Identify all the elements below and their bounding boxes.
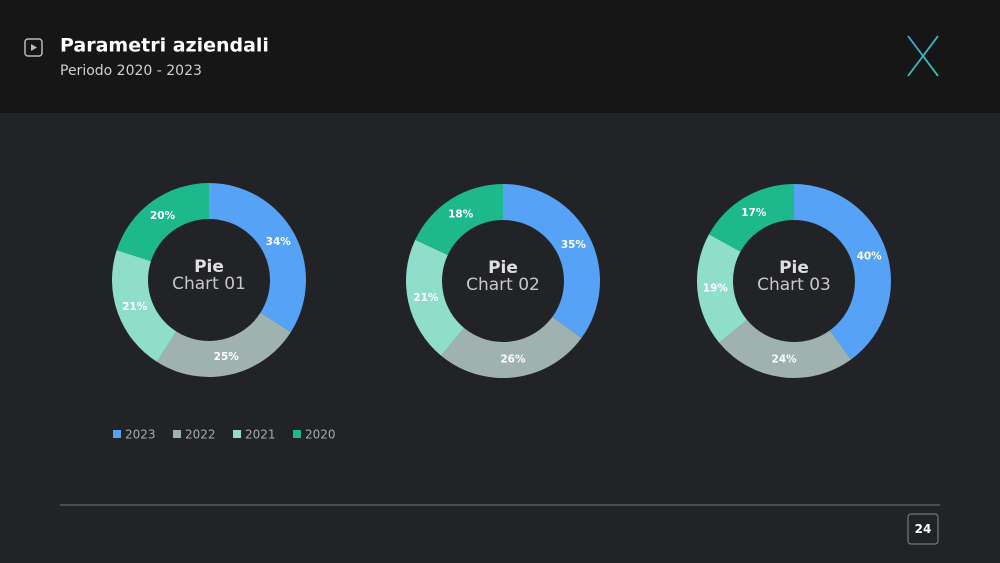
play-icon [24, 38, 43, 57]
data-label: 26% [500, 353, 526, 365]
header-title: Parametri aziendali [60, 35, 269, 57]
donut-segment [415, 184, 503, 256]
legend-swatch [293, 430, 301, 438]
legend-label: 2023 [125, 428, 156, 442]
data-label: 24% [772, 353, 798, 365]
donut-title: Pie [779, 258, 809, 278]
donut-title: Pie [488, 258, 518, 278]
logo [907, 35, 939, 77]
donut-segment [441, 316, 582, 378]
donut-segment [209, 183, 306, 332]
data-label: 17% [741, 207, 767, 219]
data-label: 40% [857, 251, 883, 263]
donut-segment [794, 184, 892, 360]
header-subtitle: Periodo 2020 - 2023 [60, 63, 202, 79]
legend-swatch [233, 430, 241, 438]
data-label: 19% [703, 282, 729, 294]
donut-segment [111, 250, 177, 362]
data-label: 25% [214, 351, 240, 363]
donut-segment [708, 184, 794, 252]
legend-swatch [173, 430, 181, 438]
donut-title: Pie [194, 257, 224, 277]
legend-label: 2021 [245, 428, 276, 442]
data-label: 21% [122, 301, 148, 313]
data-label: 20% [150, 210, 176, 222]
legend-label: 2022 [185, 428, 216, 442]
page-number: 24 [915, 522, 932, 536]
data-label: 18% [448, 208, 474, 220]
donut-segment [157, 312, 291, 377]
donut-segment [406, 239, 465, 356]
header-bar [0, 0, 1000, 113]
data-label: 34% [266, 236, 292, 248]
donut-segment [719, 319, 852, 379]
play-icon-arrow [31, 44, 37, 51]
page-number-box [907, 513, 939, 545]
data-label: 35% [561, 239, 587, 251]
donut-segment [503, 184, 600, 339]
donut-subtitle: Chart 03 [757, 275, 831, 295]
donut-segment [116, 183, 209, 262]
data-label: 21% [413, 292, 439, 304]
donut-segment [697, 234, 747, 343]
legend-swatch [113, 430, 121, 438]
legend-label: 2020 [305, 428, 336, 442]
donut-subtitle: Chart 01 [172, 274, 246, 294]
donut-subtitle: Chart 02 [466, 275, 540, 295]
